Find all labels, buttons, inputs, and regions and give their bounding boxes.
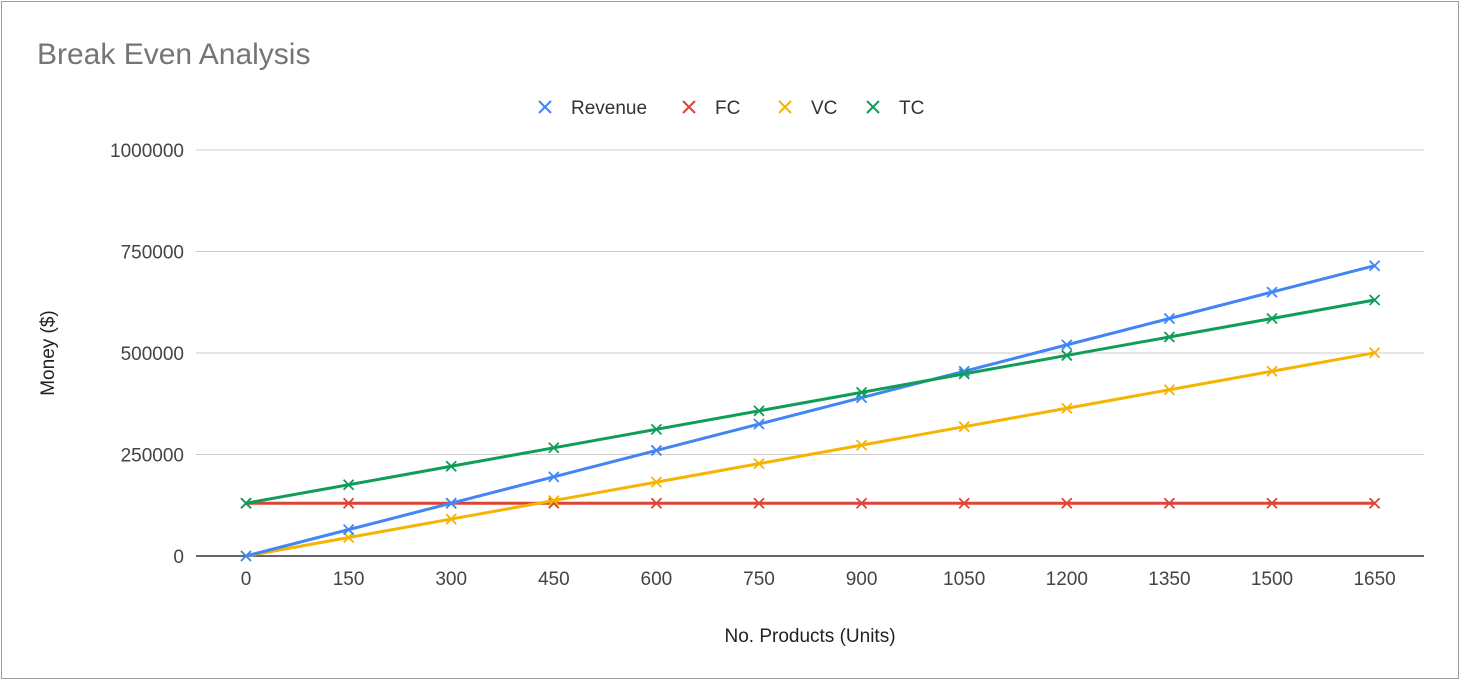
series-vc bbox=[240, 347, 1381, 562]
legend-item-vc[interactable]: VC bbox=[778, 98, 837, 119]
data-point-marker bbox=[1368, 260, 1381, 272]
data-point-marker bbox=[1368, 294, 1381, 306]
data-point-marker bbox=[240, 497, 252, 509]
data-point-marker bbox=[1163, 497, 1176, 509]
y-tick-label: 750000 bbox=[121, 243, 184, 264]
y-tick-label: 500000 bbox=[121, 344, 184, 365]
data-point-marker bbox=[650, 444, 663, 457]
y-tick-labels: 0 250000 500000 750000 1000000 bbox=[110, 141, 184, 568]
legend-label: VC bbox=[811, 98, 837, 119]
data-point-marker bbox=[855, 497, 868, 509]
data-point-marker bbox=[445, 497, 457, 509]
y-tick-label: 0 bbox=[173, 547, 184, 568]
x-tick-label: 600 bbox=[641, 569, 673, 590]
x-tick-label: 1500 bbox=[1251, 569, 1293, 590]
chart-title: Break Even Analysis bbox=[37, 38, 310, 71]
x-tick-label: 0 bbox=[241, 569, 252, 590]
series-revenue bbox=[240, 260, 1381, 562]
series-layer bbox=[240, 260, 1381, 562]
data-point-marker bbox=[445, 513, 457, 525]
legend[interactable]: Revenue FC VC TC bbox=[538, 98, 924, 119]
data-point-marker bbox=[753, 405, 765, 417]
legend-marker-icon bbox=[866, 100, 880, 114]
legend-marker-icon bbox=[778, 100, 792, 114]
data-point-marker bbox=[1266, 497, 1278, 509]
y-tick-label: 1000000 bbox=[110, 141, 184, 162]
x-tick-label: 1650 bbox=[1353, 569, 1395, 590]
legend-item-tc[interactable]: TC bbox=[866, 98, 924, 119]
x-tick-label: 300 bbox=[435, 569, 467, 590]
data-point-marker bbox=[548, 471, 560, 483]
data-point-marker bbox=[1163, 312, 1176, 325]
x-tick-labels: 0 150 300 450 600 750 900 1050 1200 1350 1500 1650 bbox=[241, 569, 1396, 590]
data-point-marker bbox=[1266, 312, 1278, 325]
series-line bbox=[245, 351, 1375, 558]
data-point-marker bbox=[753, 497, 765, 509]
x-tick-label: 900 bbox=[846, 569, 878, 590]
x-tick-label: 1350 bbox=[1148, 569, 1190, 590]
series-fc bbox=[240, 497, 1381, 509]
data-point-marker bbox=[548, 494, 560, 507]
data-point-marker bbox=[958, 368, 970, 380]
data-point-marker bbox=[753, 457, 765, 470]
data-point-marker bbox=[958, 421, 970, 433]
data-point-marker bbox=[650, 423, 663, 435]
legend-label: FC bbox=[715, 98, 740, 119]
x-tick-label: 1200 bbox=[1046, 569, 1088, 590]
data-point-marker bbox=[650, 476, 663, 488]
data-point-marker bbox=[1061, 339, 1073, 351]
data-point-marker bbox=[1266, 286, 1278, 298]
x-tick-label: 1050 bbox=[943, 569, 985, 590]
data-point-marker bbox=[1368, 347, 1381, 359]
x-tick-label: 450 bbox=[538, 569, 570, 590]
data-point-marker bbox=[342, 523, 355, 536]
data-point-marker bbox=[240, 550, 252, 562]
legend-item-revenue[interactable]: Revenue bbox=[538, 98, 647, 119]
data-point-marker bbox=[1061, 402, 1073, 414]
data-point-marker bbox=[1163, 384, 1176, 396]
legend-label: TC bbox=[899, 98, 924, 119]
data-point-marker bbox=[958, 497, 970, 509]
data-point-marker bbox=[650, 497, 663, 509]
legend-item-fc[interactable]: FC bbox=[682, 98, 740, 119]
x-tick-label: 150 bbox=[333, 569, 365, 590]
y-axis-title: Money ($) bbox=[38, 310, 59, 396]
data-point-marker bbox=[1368, 497, 1381, 509]
legend-marker-icon bbox=[538, 100, 552, 114]
data-point-marker bbox=[1061, 349, 1073, 362]
legend-marker-icon bbox=[682, 100, 696, 114]
series-line bbox=[245, 298, 1375, 505]
x-axis-title: No. Products (Units) bbox=[724, 626, 895, 647]
data-point-marker bbox=[753, 418, 765, 430]
gridlines bbox=[196, 149, 1424, 455]
data-point-marker bbox=[1061, 497, 1073, 509]
data-point-marker bbox=[342, 479, 355, 491]
data-point-marker bbox=[855, 386, 868, 399]
data-point-marker bbox=[1163, 331, 1176, 343]
legend-label: Revenue bbox=[571, 98, 647, 119]
data-point-marker bbox=[445, 460, 457, 472]
y-tick-label: 250000 bbox=[121, 446, 184, 467]
x-tick-label: 750 bbox=[743, 569, 775, 590]
data-point-marker bbox=[855, 439, 868, 451]
data-point-marker bbox=[548, 442, 560, 454]
series-line bbox=[245, 264, 1375, 558]
data-point-marker bbox=[1266, 365, 1278, 377]
data-point-marker bbox=[342, 497, 355, 509]
series-tc bbox=[240, 294, 1381, 509]
